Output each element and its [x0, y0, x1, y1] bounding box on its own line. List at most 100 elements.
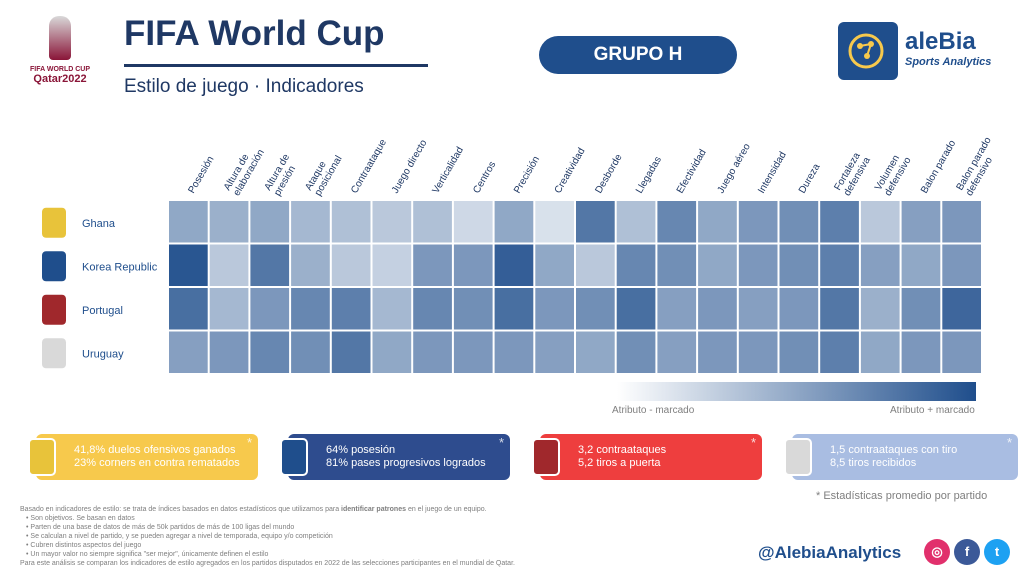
heatmap-cell	[331, 201, 371, 243]
column-label: Efectividad	[675, 148, 709, 196]
stat-box: 41,8% duelos ofensivos ganados 23% corner…	[36, 434, 258, 480]
heatmap-cell	[413, 201, 452, 243]
stat-line: 8,5 tiros recibidos	[830, 457, 917, 469]
stat-line: 5,2 tiros a puerta	[578, 457, 661, 469]
notes-intro: Basado en indicadores de estilo: se trat…	[20, 506, 487, 513]
heatmap-cell	[942, 331, 981, 373]
column-label: Volumendefensivo	[873, 150, 914, 198]
instagram-icon[interactable]: ◎	[924, 539, 950, 565]
heatmap-cell	[250, 201, 290, 243]
row-labels: Ghana Korea Republic Portugal Uruguay	[42, 207, 158, 369]
heatmap-cell	[820, 201, 859, 243]
stat-box: 3,2 contraataques 5,2 tiros a puerta *	[540, 434, 762, 480]
notes-closing: Para este análisis se comparan los indic…	[20, 560, 515, 567]
heatmap-cell	[901, 244, 941, 286]
legend-high-label: Atributo + marcado	[890, 405, 975, 416]
heatmap-cell	[698, 244, 737, 286]
heatmap-cell	[453, 201, 493, 243]
stat-asterisk: *	[246, 435, 252, 450]
column-label: Creatividad	[553, 146, 588, 195]
heatmap-cell	[453, 288, 493, 330]
stat-line: 81% pases progresivos logrados	[326, 457, 486, 469]
heatmap-cell	[372, 331, 412, 373]
heatmap-cell	[738, 288, 778, 330]
wc-logo-line1: FIFA WORLD CUP	[29, 66, 90, 73]
heatmap-cell	[535, 331, 574, 373]
column-label: Intensidad	[756, 150, 789, 195]
methodology-notes: Basado en indicadores de estilo: se trat…	[20, 505, 580, 568]
world-cup-logo: FIFA WORLD CUP Qatar2022	[22, 16, 98, 100]
heatmap-cell	[820, 288, 859, 330]
team-crest-icon	[42, 338, 66, 369]
stat-asterisk: *	[1006, 435, 1012, 450]
heatmap-cell	[494, 331, 534, 373]
heatmap-cell	[820, 244, 859, 286]
heatmap-cell	[209, 331, 249, 373]
heatmap-cell	[291, 244, 330, 286]
heatmap-cell	[372, 288, 412, 330]
heatmap-cell	[494, 244, 534, 286]
heatmap-cell	[535, 201, 574, 243]
twitter-icon[interactable]: t	[984, 539, 1010, 565]
heatmap-cell	[576, 331, 615, 373]
heatmap-cell	[453, 331, 493, 373]
heatmap-cell	[494, 288, 534, 330]
heatmap-cell	[657, 244, 697, 286]
heatmap-cell	[698, 201, 737, 243]
heatmap-cell	[576, 288, 615, 330]
page-title: FIFA World Cup	[124, 14, 385, 53]
row-label: Uruguay	[82, 348, 124, 360]
wc-logo-line2: Qatar2022	[33, 73, 87, 85]
column-label: Juego directo	[390, 138, 430, 196]
heatmap-cell	[209, 201, 249, 243]
column-label: Balon paradodefensivo	[955, 135, 1004, 198]
heatmap-cell	[942, 201, 981, 243]
heatmap-cell	[291, 288, 330, 330]
column-label: Centros	[471, 160, 498, 196]
column-label: Llegadas	[634, 155, 664, 196]
team-crest-icon	[532, 438, 560, 476]
heatmap-cell	[860, 244, 900, 286]
heatmap-cell	[616, 244, 656, 286]
notes-bullet: Se calculan a nivel de partido, y se pue…	[26, 532, 580, 541]
heatmap-cell	[291, 331, 330, 373]
column-label: Posesión	[186, 154, 216, 195]
group-badge: GRUPO H	[539, 36, 737, 74]
column-label: Verticalidad	[431, 145, 466, 195]
title-underline	[124, 64, 428, 67]
facebook-icon[interactable]: f	[954, 539, 980, 565]
heatmap-cell	[942, 244, 981, 286]
heatmap-cell	[535, 288, 574, 330]
stat-line: 64% posesión	[326, 444, 396, 456]
heatmap-cell	[820, 331, 859, 373]
heatmap-cell	[494, 201, 534, 243]
heatmap-cell	[738, 201, 778, 243]
heatmap-cell	[413, 288, 452, 330]
heatmap-cell	[250, 244, 290, 286]
notes-bullet: Un mayor valor no siempre significa "ser…	[26, 550, 580, 559]
notes-bullet: Son objetivos. Se basan en datos	[26, 514, 580, 523]
heatmap-cell	[576, 244, 615, 286]
heatmap-cell	[779, 201, 819, 243]
heatmap-cell	[657, 331, 697, 373]
notes-bullet: Cubren distintos aspectos del juego	[26, 541, 580, 550]
notes-bullet: Parten de una base de datos de más de 50…	[26, 523, 580, 532]
column-label: Altura deelaboración	[222, 142, 267, 198]
column-label: Precisión	[512, 154, 542, 195]
heatmap-cell	[738, 244, 778, 286]
stat-box: 1,5 contraataques con tiro 8,5 tiros reci…	[792, 434, 1018, 480]
legend-low-label: Atributo - marcado	[612, 405, 695, 416]
stat-asterisk: *	[498, 435, 504, 450]
notes-list: Son objetivos. Se basan en datos Parten …	[20, 514, 580, 559]
heatmap-cell	[616, 331, 656, 373]
heatmap-cell	[901, 331, 941, 373]
heatmap-cell	[535, 244, 574, 286]
row-label: Korea Republic	[82, 261, 158, 273]
heatmap-cell	[209, 288, 249, 330]
brand-name: aleBia	[905, 28, 976, 55]
heatmap-cell	[657, 288, 697, 330]
social-handle[interactable]: @AlebiaAnalytics	[758, 543, 902, 562]
column-label: Balon parado	[919, 138, 958, 195]
team-crest-icon	[42, 294, 66, 325]
